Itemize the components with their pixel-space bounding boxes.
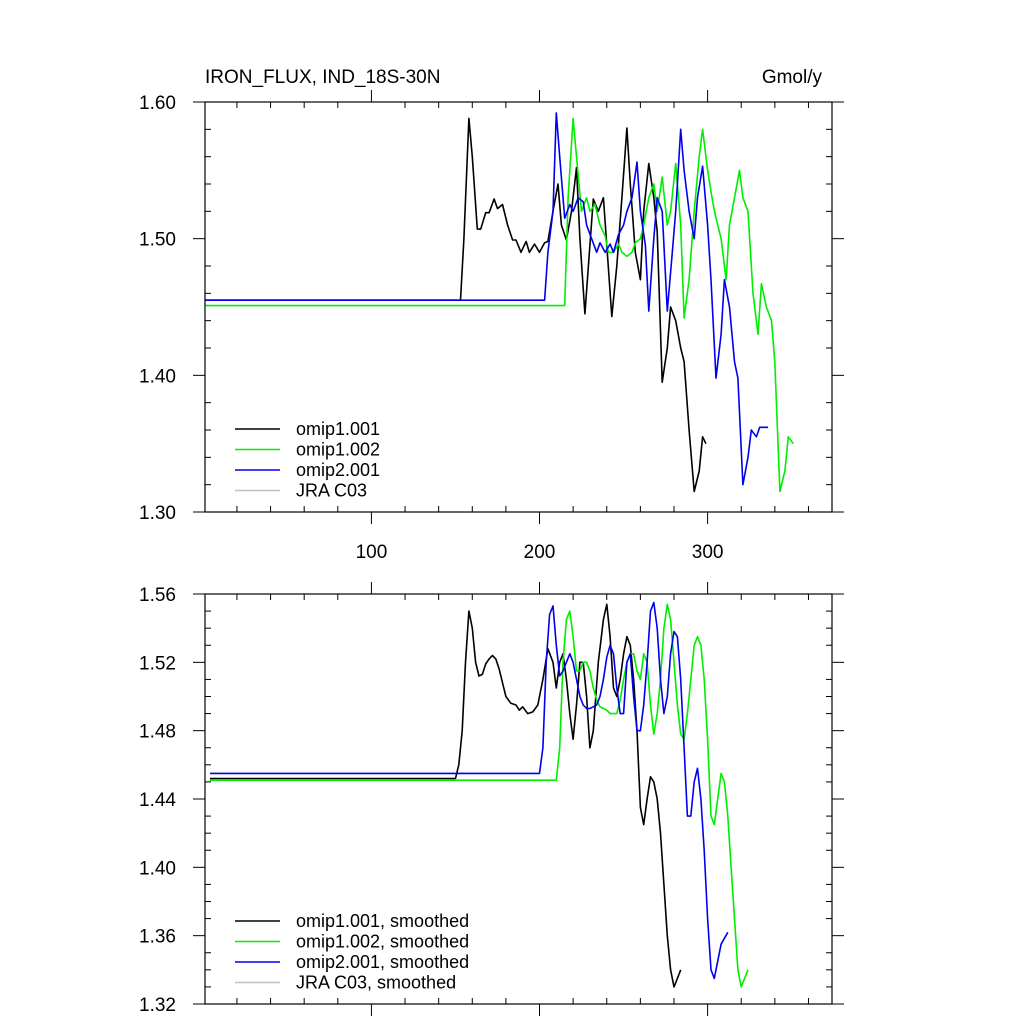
y-tick-label: 1.52 [139,653,176,674]
y-tick-label: 1.60 [139,93,176,114]
x-tick-label: 200 [524,542,556,563]
series-line-1 [210,603,749,988]
legend-label: omip1.001, smoothed [296,911,469,931]
y-tick-label: 1.40 [139,366,176,387]
legend-label: omip1.002 [296,440,380,460]
y-tick-label: 1.56 [139,585,176,606]
legend-label: JRA C03, smoothed [296,973,456,993]
series-line-2 [205,112,769,486]
legend-label: JRA C03 [296,481,367,501]
y-tick-label: 1.30 [139,503,176,524]
y-tick-label: 1.48 [139,722,176,743]
chart-title: IRON_FLUX, IND_18S-30N [205,67,440,88]
plot-frame [204,101,833,513]
series-line-2 [210,601,729,980]
units-label: Gmol/y [762,67,823,88]
x-tick-label: 300 [692,542,724,563]
x-tick-label: 100 [356,542,388,563]
bottom-panel: 1.32 1.36 1.40 1.44 1.48 1.52 1.56 omip1.001, s… [139,582,844,1016]
legend-label: omip2.001 [296,460,380,480]
series-line-0 [210,603,682,988]
plot-frame [204,593,833,1005]
y-tick-label: 1.44 [139,790,176,811]
series-line-0 [205,117,707,493]
y-tick-label: 1.36 [139,927,176,948]
legend-label: omip2.001, smoothed [296,952,469,972]
legend-label: omip1.002, smoothed [296,932,469,952]
y-tick-label: 1.50 [139,230,176,251]
legend-label: omip1.001 [296,419,380,439]
series-line-1 [205,117,794,493]
y-tick-label: 1.40 [139,858,176,879]
top-panel: IRON_FLUX, IND_18S-30N Gmol/y 100 200 300 1.3… [139,67,844,563]
y-tick-label: 1.32 [139,995,176,1016]
